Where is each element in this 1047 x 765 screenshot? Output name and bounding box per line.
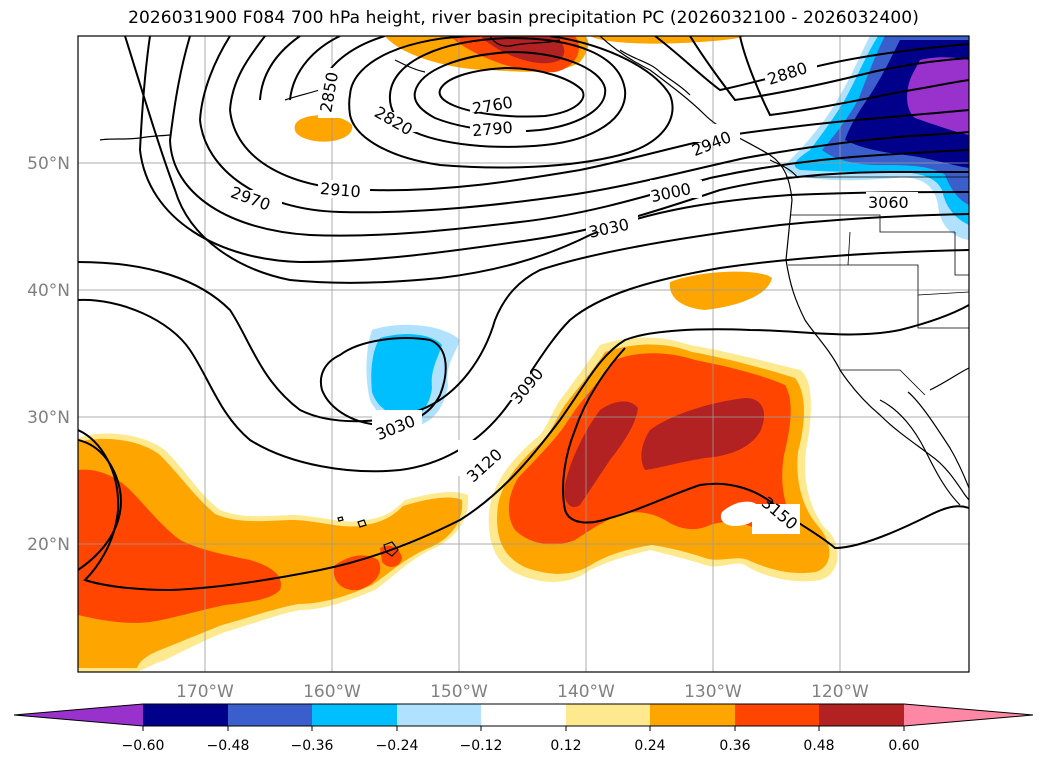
contour-label: 2910: [319, 179, 361, 201]
lon-label-160w: 160°W: [303, 682, 361, 702]
colorbar-segment: [143, 704, 228, 726]
longitude-labels: 170°W 160°W 150°W 140°W 130°W 120°W: [176, 682, 869, 702]
political-borders: [786, 176, 969, 396]
colorbar-tick-label: −0.60: [122, 738, 165, 754]
colorbar-tick-label: 0.24: [634, 738, 665, 754]
map-title: 2026031900 F084 700 hPa height, river ba…: [128, 8, 919, 28]
colorbar-ticks: [142, 726, 905, 731]
colorbar-segment: [312, 704, 397, 726]
colorbar-segment: [650, 704, 735, 726]
lat-label-20: 20°N: [27, 535, 70, 555]
lon-label-150w: 150°W: [430, 682, 488, 702]
lat-label-40: 40°N: [27, 281, 70, 301]
colorbar-extend-max: [904, 704, 1033, 726]
lat-label-30: 30°N: [27, 408, 70, 428]
colorbar-segment: [735, 704, 819, 726]
colorbar-segment: [228, 704, 312, 726]
colorbar-tick-label: 0.36: [719, 738, 750, 754]
colorbar: −0.60 −0.48 −0.36 −0.24 −0.12 0.12 0.24 …: [13, 703, 1034, 754]
latitude-labels: 50°N 40°N 30°N 20°N: [27, 154, 70, 555]
colorbar-tick-labels: −0.60 −0.48 −0.36 −0.24 −0.12 0.12 0.24 …: [122, 738, 920, 754]
lon-label-130w: 130°W: [684, 682, 742, 702]
colorbar-extend-min: [14, 704, 143, 726]
lon-label-170w: 170°W: [176, 682, 234, 702]
colorbar-tick-label: −0.24: [376, 738, 419, 754]
map-frame: [77, 35, 970, 673]
colorbar-tick-label: 0.12: [550, 738, 581, 754]
contour-label: 3060: [868, 193, 909, 212]
colorbar-segment: [397, 704, 481, 726]
colorbar-tick-label: −0.36: [291, 738, 334, 754]
colorbar-tick-label: −0.12: [460, 738, 503, 754]
contour-labels: 2760 2790 2820 2850 2880 2910 2940 2970 …: [228, 58, 918, 534]
height-contours: [78, 36, 969, 592]
colorbar-segment: [481, 704, 566, 726]
lon-label-140w: 140°W: [557, 682, 615, 702]
colorbar-segment: [566, 704, 650, 726]
lat-label-50: 50°N: [27, 154, 70, 174]
lon-label-120w: 120°W: [811, 682, 869, 702]
colorbar-tick-label: 0.60: [888, 738, 919, 754]
colorbar-segment: [819, 704, 904, 726]
colorbar-tick-label: 0.48: [803, 738, 834, 754]
contour-label: 2790: [471, 118, 513, 140]
colorbar-tick-label: −0.48: [207, 738, 250, 754]
